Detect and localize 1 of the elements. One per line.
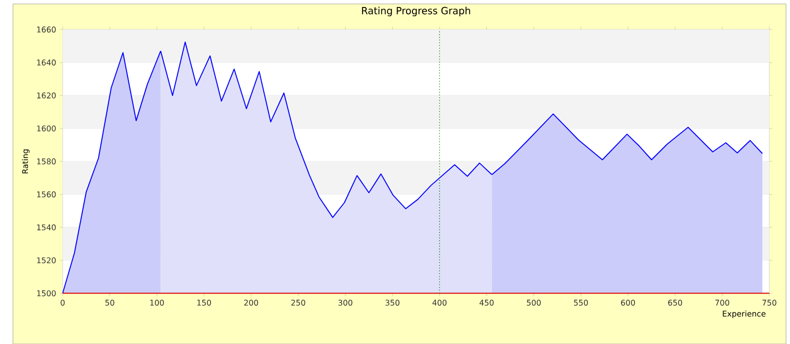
chart-title: Rating Progress Graph [362,6,470,16]
